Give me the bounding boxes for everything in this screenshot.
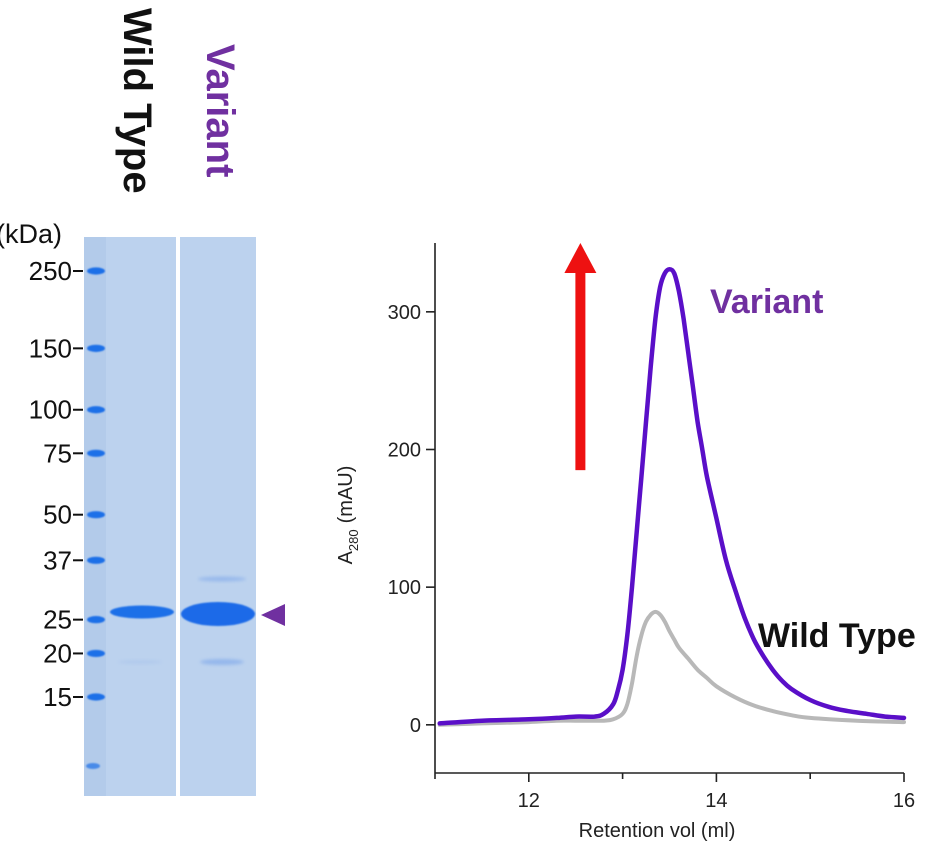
band-wild-type xyxy=(110,605,174,619)
y-ticks: 0 100 200 300 xyxy=(388,302,435,737)
marker-label-150: 150 xyxy=(29,333,72,363)
ladder-band-250 xyxy=(87,267,105,275)
band-variant-faint-upper xyxy=(198,576,246,582)
ladder-band-150 xyxy=(87,344,105,352)
lane-label-wild-type: Wild Type xyxy=(115,8,159,194)
marker-label-50: 50 xyxy=(43,500,72,530)
x-tick-label-14: 14 xyxy=(705,790,727,812)
y-axis-label-unit: (mAU) xyxy=(335,466,357,524)
marker-label-250: 250 xyxy=(29,256,72,286)
band-variant-faint-lower xyxy=(200,659,244,665)
marker-label-100: 100 xyxy=(29,395,72,425)
y-tick-label-0: 0 xyxy=(410,715,421,737)
y-axis-label: A280 (mAU) xyxy=(335,466,361,565)
band-arrowhead xyxy=(261,604,285,626)
ladder-band-50 xyxy=(87,511,105,519)
y-tick-label-100: 100 xyxy=(388,577,421,599)
series-lines xyxy=(437,266,907,727)
x-ticks: 12 14 16 xyxy=(434,773,915,812)
chart-panel: 0 100 200 300 12 14 16 Retention vol (ml) A28… xyxy=(335,243,916,842)
series-line-wild-type xyxy=(437,609,906,727)
y-axis-label-main: A xyxy=(335,550,357,564)
ladder-band-75 xyxy=(87,449,105,457)
ladder-band-15 xyxy=(87,693,105,701)
gel-bands xyxy=(110,576,255,665)
ladder-band-unlabeled xyxy=(86,763,100,769)
ladder-band-37 xyxy=(87,556,105,564)
band-wild-type-faint-lower xyxy=(118,660,162,664)
marker-label-25: 25 xyxy=(43,605,72,635)
gel-panel: Wild Type Variant (kDa) 2501501007550372… xyxy=(0,8,285,796)
arrow-head xyxy=(564,243,597,273)
lane-label-variant: Variant xyxy=(198,44,242,177)
band-variant-main xyxy=(181,602,255,626)
series-label-variant: Variant xyxy=(710,283,823,321)
marker-label-75: 75 xyxy=(43,438,72,468)
marker-label-37: 37 xyxy=(43,545,72,575)
x-tick-label-16: 16 xyxy=(893,790,915,812)
gel-background xyxy=(84,237,256,796)
series-line-variant xyxy=(437,266,907,726)
ladder-band-25 xyxy=(87,616,105,624)
series-label-wild-type: Wild Type xyxy=(758,617,916,655)
ladder-band-20 xyxy=(87,649,105,658)
marker-label-15: 15 xyxy=(43,682,72,712)
marker-label-20: 20 xyxy=(43,638,72,668)
y-tick-label-200: 200 xyxy=(388,439,421,461)
y-axis-label-subscript: 280 xyxy=(346,529,361,551)
ladder-band-100 xyxy=(87,406,105,414)
x-tick-label-12: 12 xyxy=(518,790,540,812)
annotation-arrow xyxy=(564,243,597,471)
lane-separator xyxy=(176,237,180,796)
x-axis-label: Retention vol (ml) xyxy=(579,820,736,842)
kda-unit-label: (kDa) xyxy=(0,219,62,249)
arrow-shaft xyxy=(575,272,586,471)
y-tick-label-300: 300 xyxy=(388,302,421,324)
